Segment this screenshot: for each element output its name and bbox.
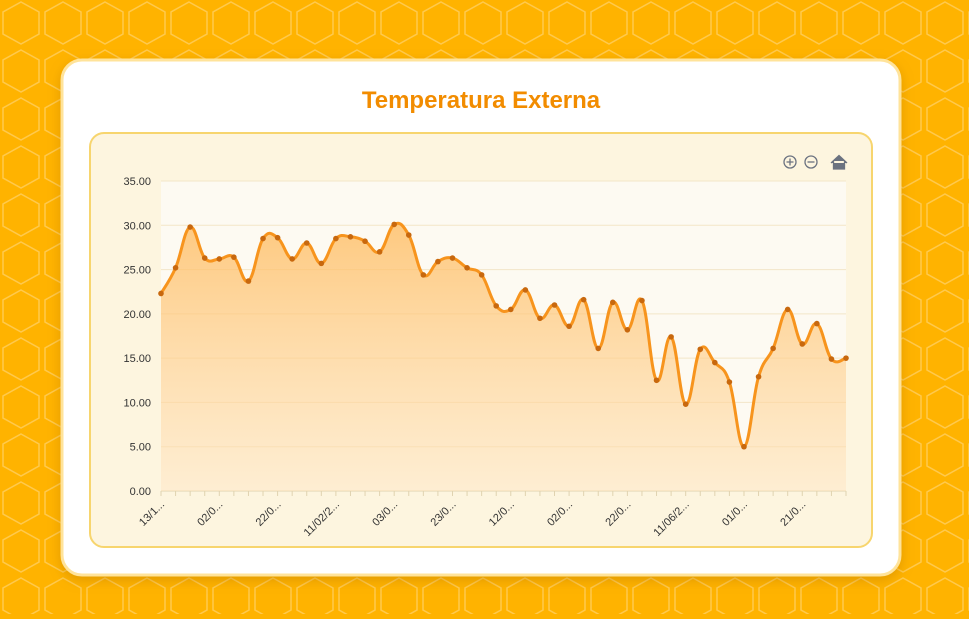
point xyxy=(755,373,762,380)
point xyxy=(493,303,500,309)
y-tick-label: 20.00 xyxy=(123,309,151,321)
chart-title: Temperatura Externa xyxy=(362,87,601,114)
point xyxy=(595,345,602,352)
y-tick-label: 30.00 xyxy=(123,220,151,232)
point xyxy=(653,377,660,384)
point xyxy=(478,272,485,278)
zoom-in[interactable] xyxy=(783,155,797,169)
y-tick-label: 5.00 xyxy=(130,442,151,454)
point xyxy=(405,232,412,238)
point xyxy=(172,265,179,271)
reset-zoom[interactable] xyxy=(830,154,848,170)
point xyxy=(682,401,689,408)
point xyxy=(566,323,572,330)
point xyxy=(726,379,733,385)
point xyxy=(333,235,339,242)
area xyxy=(161,223,846,492)
point xyxy=(843,355,849,361)
point xyxy=(376,249,383,255)
toolbar[interactable] xyxy=(783,154,848,170)
point xyxy=(610,299,616,306)
point xyxy=(201,255,208,261)
point xyxy=(347,234,354,240)
point xyxy=(712,359,718,366)
point xyxy=(624,327,631,333)
y-tick-label: 25.00 xyxy=(123,265,151,277)
point xyxy=(668,334,674,340)
point xyxy=(318,260,325,267)
point xyxy=(814,320,820,327)
point xyxy=(274,234,281,241)
y-tick-label: 10.00 xyxy=(123,397,151,409)
point xyxy=(799,341,806,347)
point xyxy=(435,258,441,265)
point xyxy=(551,302,558,308)
point xyxy=(216,256,223,262)
point xyxy=(289,256,295,262)
point xyxy=(507,306,514,313)
point xyxy=(245,278,252,284)
point xyxy=(158,290,164,297)
point xyxy=(391,221,397,228)
point xyxy=(420,272,427,278)
y-tick-label: 0.00 xyxy=(130,486,151,498)
point xyxy=(537,315,543,322)
point xyxy=(770,345,776,352)
point xyxy=(187,224,193,230)
point xyxy=(580,296,587,303)
point xyxy=(828,356,835,362)
zoom-out[interactable] xyxy=(804,155,818,169)
point xyxy=(449,255,456,261)
y-tick-label: 35.00 xyxy=(123,176,151,188)
point xyxy=(639,297,645,304)
point xyxy=(303,240,310,246)
point xyxy=(231,254,237,260)
point xyxy=(741,443,747,450)
point xyxy=(260,235,266,242)
point xyxy=(784,306,791,313)
point xyxy=(697,346,704,353)
y-tick-label: 15.00 xyxy=(123,353,151,365)
point xyxy=(522,287,529,293)
point xyxy=(362,238,368,245)
point xyxy=(464,265,470,271)
